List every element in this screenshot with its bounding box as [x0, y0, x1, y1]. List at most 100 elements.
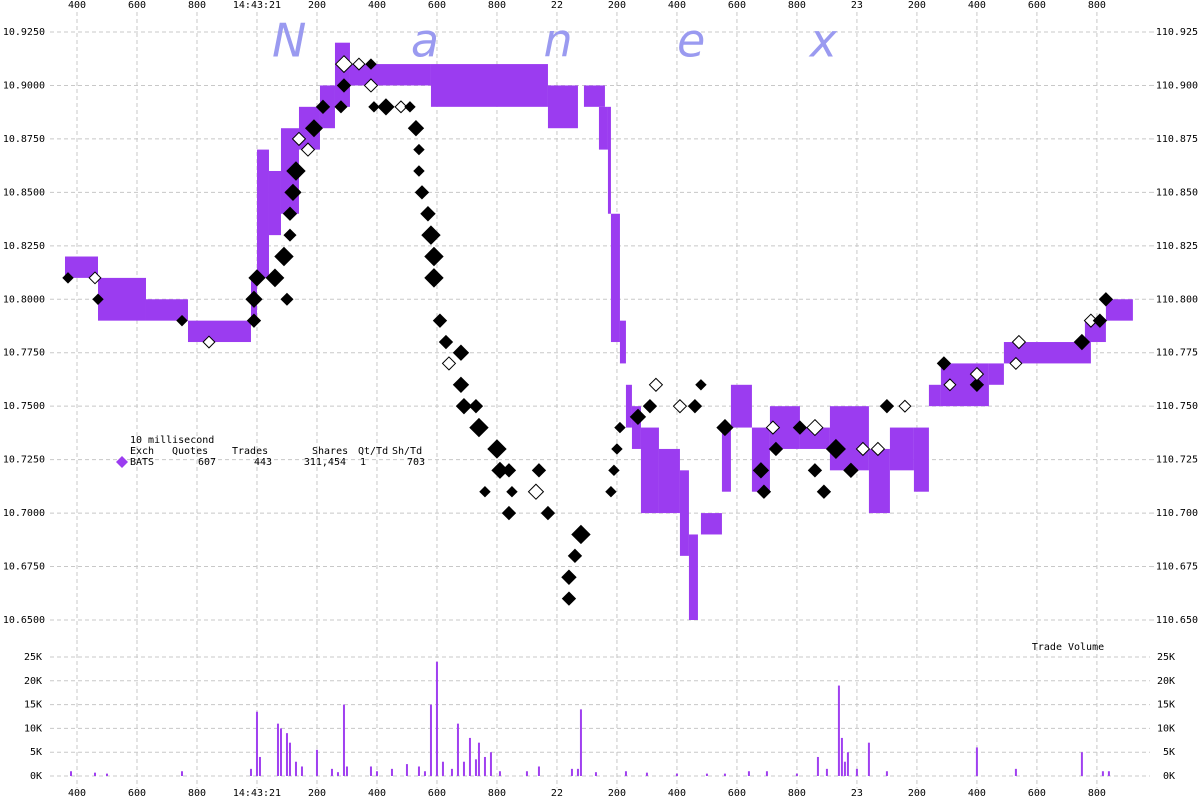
quote-band: [829, 406, 869, 471]
x-tick-label: 22: [551, 0, 563, 11]
trade-marker: [765, 420, 781, 435]
x-tick-label: 400: [668, 0, 686, 11]
volume-bar: [375, 771, 378, 776]
trade-marker: [870, 441, 886, 457]
quote-band: [988, 363, 1004, 385]
volume-bar: [1080, 752, 1083, 776]
y2-tick-label: 110.825: [1156, 241, 1198, 252]
legend-header: Exch: [130, 446, 154, 457]
x-tick-label: 200: [308, 0, 326, 11]
x-tick-label: 800: [188, 0, 206, 11]
y-tick-label: 25K: [24, 652, 42, 663]
x-tick-label: 400: [368, 0, 386, 11]
legend-header: Shares: [312, 446, 348, 457]
y-tick-label: 10.8250: [3, 241, 45, 252]
quote-band: [1105, 299, 1133, 321]
watermark: N a n e x: [272, 14, 838, 68]
y2-tick-label: 20K: [1157, 676, 1175, 687]
trade-marker: [487, 439, 507, 459]
x-tick-label: 800: [788, 0, 806, 11]
y-tick-label: 10.6500: [3, 615, 45, 626]
volume-bar: [570, 768, 573, 776]
y-tick-label: 15K: [24, 700, 42, 711]
x-tick-label: 400: [368, 788, 386, 799]
volume-bar: [435, 661, 438, 776]
trade-marker: [561, 591, 577, 606]
trade-marker: [567, 548, 583, 564]
y2-tick-label: 110.725: [1156, 455, 1198, 466]
trade-marker: [752, 462, 770, 479]
trade-marker: [176, 314, 188, 327]
x-tick-label: 200: [908, 788, 926, 799]
trade-marker: [879, 399, 895, 414]
volume-bar: [765, 771, 768, 776]
trade-marker: [283, 228, 297, 242]
volume-bar: [867, 742, 870, 776]
trade-marker: [202, 335, 216, 349]
y-tick-label: 10.7000: [3, 508, 45, 519]
trade-marker: [336, 78, 352, 93]
quote-band: [610, 213, 620, 343]
volume-bar: [336, 772, 339, 776]
trade-marker: [716, 418, 734, 437]
volume-bar: [105, 773, 108, 776]
x-tick-label: 800: [488, 788, 506, 799]
y-tick-label: 10.6750: [3, 562, 45, 573]
y2-tick-label: 25K: [1157, 652, 1175, 663]
trade-marker: [282, 206, 298, 221]
x-tick-label: 600: [728, 788, 746, 799]
volume-bar: [315, 749, 318, 776]
quote-band: [799, 427, 830, 449]
trade-marker: [300, 142, 316, 157]
quote-band: [334, 42, 350, 107]
trade-marker: [605, 486, 617, 498]
trade-marker: [334, 55, 353, 74]
volume-bar: [255, 711, 258, 776]
x-tick-label: 600: [728, 0, 746, 11]
x-tick-label: 600: [428, 788, 446, 799]
legend-value: 607: [198, 457, 216, 468]
quote-band: [187, 320, 251, 343]
trade-marker: [506, 486, 518, 498]
quote-band: [607, 106, 611, 214]
trade-marker: [468, 399, 484, 414]
trade-marker: [92, 293, 104, 305]
trade-marker: [642, 399, 658, 414]
volume-bar: [723, 773, 726, 776]
volume-bar: [489, 752, 492, 776]
legend-header: Qt/Td: [358, 446, 388, 457]
volume-bar: [330, 768, 333, 776]
trade-marker: [265, 268, 285, 288]
trade-marker: [352, 57, 366, 71]
quote-band: [730, 384, 752, 428]
y2-tick-label: 110.800: [1156, 294, 1198, 305]
trade-marker: [1092, 313, 1108, 328]
trade-marker: [274, 246, 294, 267]
volume-bar: [441, 761, 444, 776]
y2-tick-label: 110.925: [1156, 27, 1198, 38]
trade-marker: [452, 344, 470, 361]
trade-marker: [479, 486, 491, 498]
x-tick-label: 22: [551, 788, 563, 799]
y2-tick-label: 5K: [1163, 747, 1175, 758]
trade-marker: [527, 483, 545, 500]
y-tick-label: 10.8750: [3, 134, 45, 145]
quote-band: [145, 299, 188, 321]
x-tick-label: 600: [128, 0, 146, 11]
quote-band: [583, 85, 605, 107]
trade-marker: [363, 78, 379, 93]
trade-marker: [438, 334, 454, 350]
quote-band: [688, 534, 698, 620]
y2-tick-label: 110.775: [1156, 348, 1198, 359]
volume-bar: [474, 759, 477, 776]
y2-tick-label: 110.700: [1156, 508, 1198, 519]
y-tick-label: 10.9250: [3, 27, 45, 38]
volume-bar: [624, 771, 627, 776]
y2-tick-label: 110.850: [1156, 187, 1198, 198]
volume-bar: [705, 773, 708, 776]
y2-tick-label: 110.750: [1156, 401, 1198, 412]
y-tick-label: 10.7750: [3, 348, 45, 359]
x-tick-label: 200: [608, 788, 626, 799]
volume-bar: [276, 723, 279, 776]
x-tick-label: 200: [308, 788, 326, 799]
